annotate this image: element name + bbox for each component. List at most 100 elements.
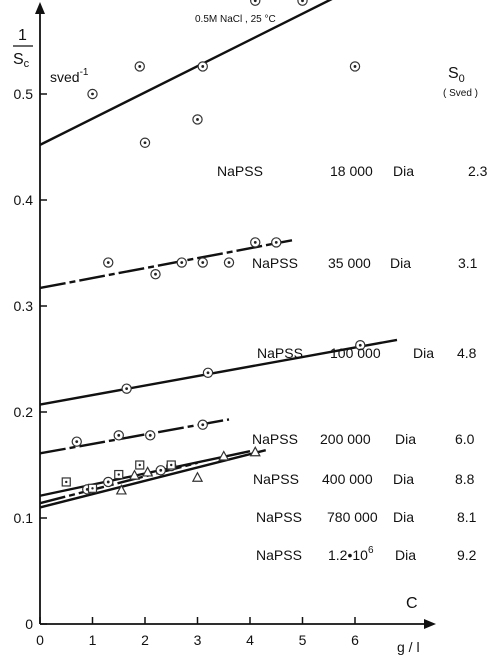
y-unit-superscript: -1	[80, 67, 89, 78]
data-point-series-3	[355, 340, 366, 351]
marker-dot	[201, 65, 205, 68]
series-molecular-weight: 1.2•106	[328, 545, 374, 563]
s0-unit: ( Sved )	[443, 88, 478, 99]
marker-dot	[253, 241, 257, 244]
data-point-series-2	[271, 237, 282, 248]
triangle-marker	[191, 471, 204, 482]
triangle-marker	[128, 469, 141, 480]
marker-dot	[274, 241, 278, 244]
fit-line-series-4	[39, 418, 230, 455]
y-tick-label: 0.1	[14, 510, 34, 526]
data-point-series-4	[197, 419, 208, 430]
s0-header-subscript: 0	[459, 73, 465, 85]
series-name: NaPSS	[256, 509, 302, 525]
y-tick-label: 0.3	[14, 298, 34, 314]
series-name: NaPSS	[253, 471, 299, 487]
data-point-series-7	[218, 450, 230, 461]
marker-dot	[180, 261, 184, 264]
series-name: NaPSS	[257, 345, 303, 361]
triangle-marker	[142, 466, 154, 477]
series-mw-exponent: 6	[368, 545, 374, 556]
circle-marker	[250, 0, 261, 6]
y-label-numerator: 1	[18, 27, 27, 44]
series-method: Dia	[413, 345, 434, 361]
marker-dot	[227, 261, 231, 264]
y-label-subscript: c	[24, 58, 30, 70]
marker-dot	[143, 141, 147, 145]
marker-dot	[253, 0, 257, 3]
marker-dot	[206, 371, 210, 375]
marker-dot	[125, 387, 129, 391]
marker-dot	[138, 65, 142, 68]
data-point-series-1	[192, 114, 203, 125]
data-point-series-3	[121, 383, 132, 394]
x-tick-label: 5	[299, 632, 307, 648]
data-point-series-5	[155, 465, 166, 476]
data-point-series-2	[176, 257, 187, 268]
triangle-marker	[115, 484, 127, 495]
series-s0-value: 2.3	[468, 163, 488, 179]
data-point-series-1	[139, 137, 151, 148]
x-unit: g / l	[397, 639, 420, 655]
series-s0-value: 6.0	[455, 431, 475, 447]
x-axis-arrowhead	[424, 619, 436, 629]
series-molecular-weight: 200 000	[320, 431, 371, 447]
data-point-series-7	[115, 484, 127, 495]
series-label-5: NaPSS 400 000 Dia 8.8	[253, 471, 475, 487]
marker-dot	[91, 487, 94, 490]
series-label-1: NaPSS 18 000 Dia 2.3	[217, 163, 488, 179]
data-point-series-7	[128, 469, 141, 480]
marker-dot	[353, 65, 357, 68]
marker-dot	[301, 0, 304, 3]
series-method: Dia	[395, 547, 416, 563]
y-axis-arrowhead	[35, 2, 45, 14]
data-point-series-3	[202, 367, 214, 378]
series-labels: NaPSS 18 000 Dia 2.3 NaPSS 35 000 Dia 3.1 NaPSS 1…	[217, 163, 488, 563]
series-method: Dia	[393, 509, 414, 525]
chart-title: 0.5M NaCl , 25 °C	[195, 14, 276, 25]
y-tick-label: 0	[25, 616, 33, 632]
marker-dot	[117, 473, 120, 476]
fit-line-series-7	[39, 448, 267, 509]
data-point-series-6	[166, 460, 176, 470]
triangle-marker	[218, 450, 230, 461]
marker-dot	[148, 433, 152, 437]
marker-dot	[201, 423, 205, 427]
marker-dot	[91, 92, 94, 96]
marker-dot	[106, 261, 110, 264]
x-label: C	[406, 595, 418, 612]
data-point-series-2	[250, 237, 261, 248]
data-point-series-2	[197, 257, 208, 268]
series-s0-value: 3.1	[458, 255, 478, 271]
data-point-series-4	[113, 430, 124, 441]
series-molecular-weight: 35 000	[328, 255, 371, 271]
data-point-series-4	[71, 436, 82, 447]
data-point-series-2	[150, 269, 161, 280]
series-molecular-weight: 780 000	[327, 509, 378, 525]
marker-dot	[196, 118, 199, 121]
s0-header: S0	[448, 65, 465, 85]
series-s0-value: 4.8	[457, 345, 477, 361]
series-method: Dia	[395, 431, 416, 447]
data-point-series-6	[61, 477, 71, 487]
data-point-series-1	[349, 61, 361, 72]
marker-dot	[159, 468, 163, 472]
series-s0-value: 8.8	[455, 471, 475, 487]
x-tick-label: 6	[351, 632, 359, 648]
x-tick-label: 1	[89, 632, 97, 648]
data-point-series-1	[134, 61, 145, 72]
data-point-series-6	[114, 469, 124, 480]
data-point-series-6	[87, 483, 98, 493]
x-tick-label: 2	[141, 632, 149, 648]
series-label-7: NaPSS 1.2•106 Dia 9.2	[256, 545, 477, 563]
x-tick-label: 0	[36, 632, 44, 648]
data-point-series-2	[223, 257, 235, 268]
data-point-series-1	[87, 88, 98, 100]
y-tick-label: 0.4	[14, 192, 34, 208]
fit-line-series-2	[39, 239, 293, 290]
x-tick-label: 3	[194, 632, 202, 648]
series-name: NaPSS	[217, 163, 263, 179]
triangle-marker	[249, 446, 261, 457]
series-name: NaPSS	[256, 547, 302, 563]
